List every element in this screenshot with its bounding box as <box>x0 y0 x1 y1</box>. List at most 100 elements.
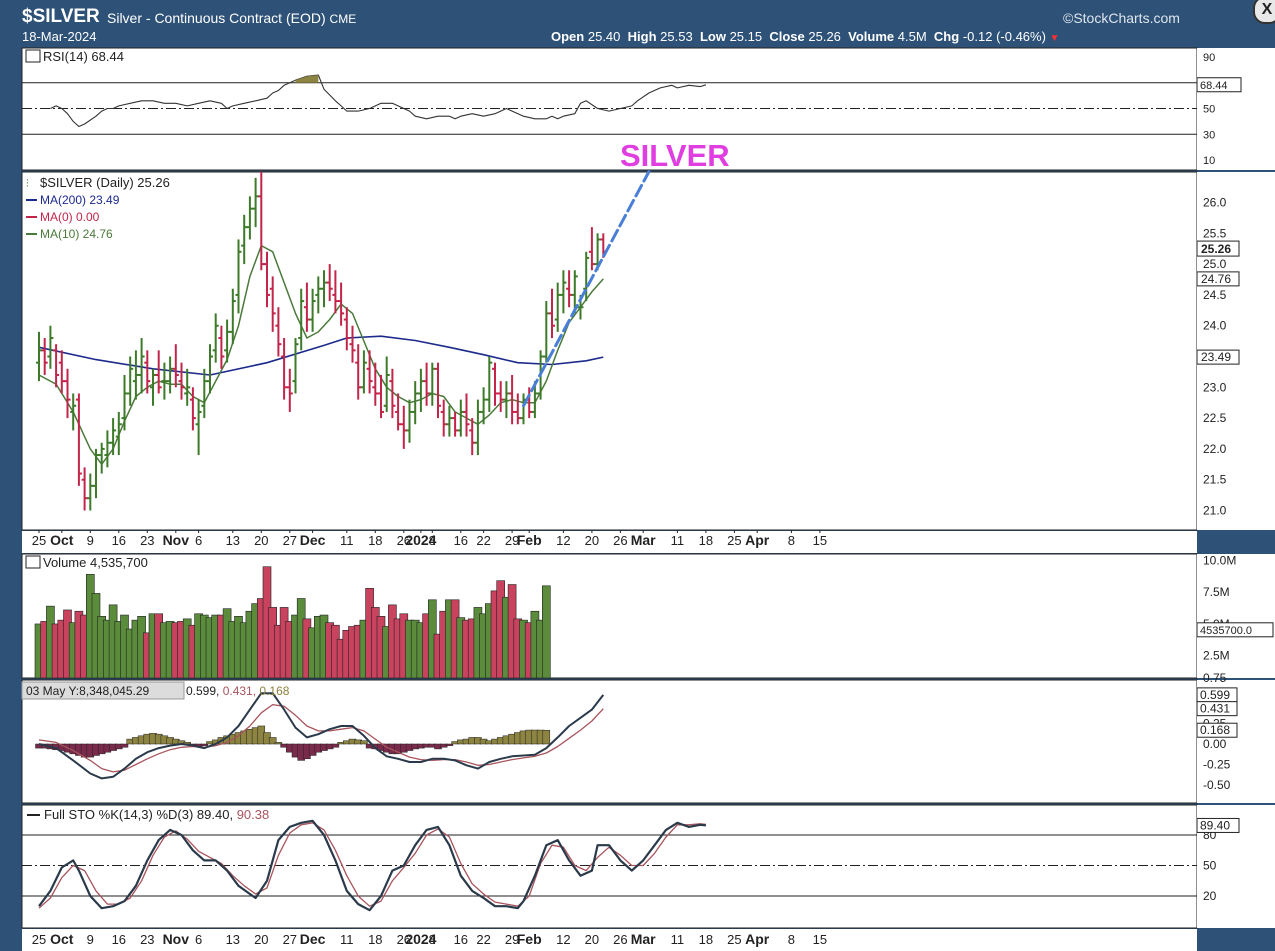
price-bar <box>286 368 293 412</box>
volume-title: Volume 4,535,700 <box>43 555 148 570</box>
last-price-box <box>1196 240 1240 257</box>
price-bar <box>560 270 567 314</box>
price-bar <box>178 362 185 400</box>
price-bar <box>412 381 419 425</box>
rsi-title: RSI(14) 68.44 <box>43 49 124 64</box>
close-button[interactable]: X <box>1253 0 1275 24</box>
price-x-label: 25 <box>727 533 741 548</box>
price-x-label: 20 <box>585 533 599 548</box>
price-bar <box>150 368 156 406</box>
price-bar <box>64 368 71 419</box>
sto-x-label: 20 <box>254 932 268 947</box>
price-bar <box>423 362 430 406</box>
sto-x-label: 8 <box>429 932 436 947</box>
price-bar <box>457 399 464 437</box>
rsi-tick-label: 10 <box>1203 155 1215 167</box>
price-tick-label: 21.5 <box>1203 473 1227 487</box>
sto-x-label: 8 <box>788 932 795 947</box>
rsi-tick-label: 30 <box>1203 129 1215 141</box>
price-bar <box>53 344 60 388</box>
price-x-label: 18 <box>368 533 382 548</box>
price-bar <box>503 381 510 419</box>
volume-tick-label: 7.5M <box>1203 585 1230 599</box>
price-bar <box>172 344 179 388</box>
macd-signal-line <box>38 703 604 773</box>
instrument-description: Silver - Continuous Contract (EOD) CME <box>107 10 356 26</box>
price-bar <box>93 448 99 499</box>
sto-x-label: 18 <box>699 932 713 947</box>
close-label: Close <box>769 29 805 44</box>
price-bar <box>115 411 122 456</box>
price-bar <box>189 387 196 431</box>
description-text: Silver - Continuous Contract (EOD) <box>107 10 326 26</box>
sto-x-label: 6 <box>195 932 202 947</box>
sto-panel <box>21 804 1198 929</box>
price-bar <box>406 399 413 443</box>
sto-value-box <box>1196 817 1240 833</box>
sto-x-label: 22 <box>476 932 490 947</box>
price-x-label: Mar <box>631 532 656 548</box>
rsi-value-label: 68.44 <box>1200 80 1228 92</box>
price-bar <box>338 282 345 326</box>
tooltip-box <box>21 681 185 700</box>
ma200-value-label: 23.49 <box>1201 350 1231 364</box>
price-bar <box>309 288 316 332</box>
price-bar <box>321 270 327 308</box>
price-bar <box>378 374 384 419</box>
price-tick-label: 26.0 <box>1203 196 1227 210</box>
rsi-tick-label: 90 <box>1203 52 1215 64</box>
chart-date: 18-Mar-2024 <box>22 29 97 44</box>
volume-value: 4.5M <box>897 29 927 44</box>
price-bar <box>241 214 248 265</box>
price-x-label: Nov <box>163 532 190 548</box>
price-bar <box>212 313 219 363</box>
price-bar <box>395 393 402 431</box>
sto-x-label: Nov <box>163 931 190 947</box>
sto-x-label: Feb <box>517 931 542 947</box>
macd-value-box <box>1196 701 1238 717</box>
brand-text[interactable]: ©StockCharts.com <box>1063 10 1180 26</box>
price-x-label: 26 <box>397 533 411 548</box>
price-x-label: Oct <box>50 532 74 548</box>
high-label: High <box>627 29 657 44</box>
price-bar <box>469 418 476 456</box>
macd-value-2: 0.168 <box>259 684 289 698</box>
price-bar <box>155 350 162 394</box>
price-bar <box>161 362 168 400</box>
sto-x-label: 15 <box>813 932 827 947</box>
price-bar <box>201 368 208 419</box>
sto-x-label: 11 <box>340 932 354 947</box>
price-bar <box>360 350 367 394</box>
price-tick-label: 24.5 <box>1203 288 1227 302</box>
macd-tick-label: -0.25 <box>1203 758 1231 772</box>
price-bar <box>303 282 310 332</box>
price-bar <box>355 344 362 400</box>
price-tick-label: 22.5 <box>1203 411 1227 425</box>
rsi-overbought-fill <box>295 75 319 83</box>
price-bar <box>480 387 487 425</box>
price-x-label: 12 <box>556 533 570 548</box>
macd-histogram-bar <box>120 743 129 748</box>
price-bar <box>252 177 259 228</box>
grid-lines <box>22 82 1197 897</box>
price-bar <box>452 411 459 437</box>
chg-label: Chg <box>933 29 960 44</box>
sto-x-label: 23 <box>140 932 154 947</box>
price-bar <box>549 288 555 339</box>
open-value: 25.40 <box>587 29 621 44</box>
sto-x-label: 2024 <box>405 931 436 947</box>
sto-x-label: 12 <box>556 932 570 947</box>
sto-x-label: 18 <box>368 932 382 947</box>
price-bar <box>400 405 407 449</box>
price-x-label: 9 <box>87 533 94 548</box>
vol-axis-bg <box>1197 554 1275 678</box>
sto-x-label: 13 <box>226 932 240 947</box>
price-bar <box>514 393 521 425</box>
price-bar <box>207 344 213 394</box>
price-x-label: 23 <box>140 533 154 548</box>
sto-x-label: 27 <box>283 932 297 947</box>
price-bar <box>417 368 424 412</box>
price-bar <box>343 307 350 351</box>
price-x-label: 6 <box>195 533 202 548</box>
price-bar <box>486 356 493 412</box>
